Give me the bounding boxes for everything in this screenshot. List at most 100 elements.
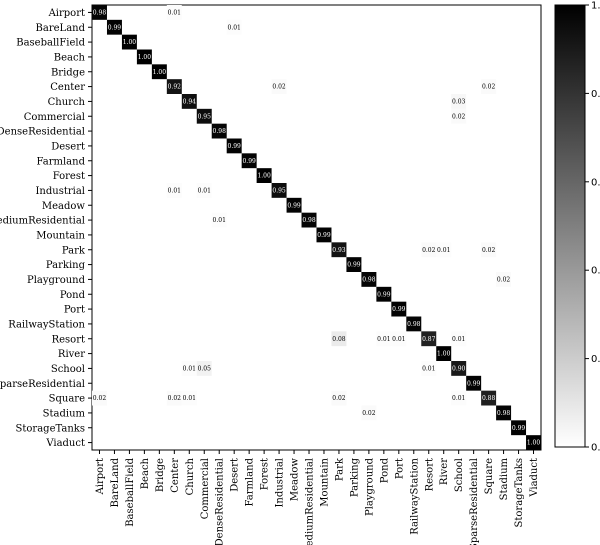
x-tick-label: MediumResidential [305,458,316,545]
colorbar-tick-label: 0.8 [591,89,600,100]
cell-value-label: 1.00 [527,440,541,447]
cell-value-label: 1.00 [153,69,167,76]
y-tick-label: Forest [53,171,85,182]
cell-value-label: 0.01 [183,365,196,372]
x-tick-label: DenseResidential [215,458,226,545]
x-tick-label: Commercial [200,458,211,519]
colorbar-tick-label: 1.0 [591,1,600,12]
y-tick-label: School [51,364,85,375]
x-tick-label: Center [170,458,181,493]
cell-value-label: 0.05 [198,365,212,372]
cell-value-label: 0.93 [332,247,346,254]
heatmap-cell [436,242,452,258]
y-tick-label: Square [49,394,85,405]
x-tick-label: Pond [379,457,390,483]
y-tick-label: Meadow [42,201,86,212]
cell-value-label: 1.00 [437,351,451,358]
cell-value-label: 0.02 [93,395,107,402]
heatmap-cell [211,212,227,228]
heatmap-cell [451,108,467,124]
heatmap-cell [526,435,541,450]
y-tick-label: BareLand [36,23,86,34]
cell-value-label: 1.00 [123,39,137,46]
heatmap-cell [361,272,377,287]
cell-value-label: 0.95 [198,113,212,120]
cell-value-label: 0.98 [213,128,227,135]
cell-value-label: 0.03 [452,98,466,105]
heatmap-cell [466,375,482,391]
heatmap-cell [271,79,287,94]
heatmap-cell [196,361,212,376]
y-tick-label: Playground [27,275,86,286]
cell-value-label: 0.02 [497,276,511,283]
heatmap-cell [166,183,182,198]
y-tick-label: Airport [48,8,85,19]
x-tick-label: Park [334,457,345,481]
cell-value-label: 0.08 [332,336,346,343]
x-tick-label: Farmland [245,457,256,506]
cell-value-label: 0.90 [452,365,466,372]
cell-value-label: 0.98 [93,9,107,16]
heatmap-cells: 0.98 0.010.99 0.011.001.001.000.92 0.02 0.02… [92,5,541,450]
y-tick-label: River [58,349,85,360]
x-tick-label: School [454,458,465,492]
x-tick-label: Bridge [155,458,166,492]
heatmap-cell [181,94,197,109]
y-tick-label: Farmland [37,156,86,167]
cell-value-label: 0.98 [497,410,511,417]
colorbar-tick-label: 0.6 [591,177,600,188]
x-tick-label: BaseballField [125,457,136,526]
cell-value-label: 0.01 [198,187,211,194]
cell-value-label: 0.01 [168,9,181,16]
cell-value-label: 0.02 [482,247,496,254]
y-tick-label: MediumResidential [0,216,85,227]
heatmap-cell [196,108,212,124]
cell-value-label: 0.02 [482,84,496,91]
cell-value-label: 0.98 [362,276,376,283]
heatmap-cell [481,390,497,406]
cell-value-label: 0.94 [183,98,197,105]
y-tick-label: DenseResidential [0,127,85,138]
x-tick-label: Airport [95,458,106,495]
heatmap-cell [271,183,287,198]
cell-value-label: 0.99 [512,425,526,432]
cell-value-label: 0.99 [467,380,481,387]
x-tick-label: StorageTanks [514,458,525,527]
cell-value-label: 0.99 [392,306,406,313]
heatmap-cell [226,138,242,154]
heatmap-cell [481,242,497,258]
cell-value-label: 0.01 [168,187,181,194]
heatmap-cell [331,242,347,258]
colorbar-tick-label: 0.2 [591,354,600,365]
y-tick-label: Pond [60,290,86,301]
cell-value-label: 0.01 [452,336,465,343]
heatmap-cell [166,79,182,94]
cell-value-label: 0.02 [452,113,466,120]
colorbar [554,4,586,448]
y-tick-label: SparseResidential [0,379,85,390]
x-tick-label: Beach [140,457,151,489]
cell-value-label: 0.01 [228,24,241,31]
heatmap-cell [331,390,347,406]
x-tick-label: Square [484,458,495,494]
cell-value-label: 0.01 [213,217,226,224]
y-tick-label: BaseballField [16,38,85,49]
heatmap-cell [451,94,467,109]
heatmap-cell [451,361,467,376]
cell-value-label: 0.01 [437,247,450,254]
x-tick-label: River [439,458,450,485]
cell-value-label: 0.99 [287,202,301,209]
y-tick-label: Industrial [35,186,85,197]
heatmap-cell [286,197,302,213]
x-tick-label: Industrial [275,458,286,508]
heatmap-cell [151,64,167,80]
cell-value-label: 0.87 [422,336,436,343]
cell-value-label: 0.99 [228,143,242,150]
x-tick-label: Port [394,458,405,479]
cell-value-label: 1.00 [257,173,271,180]
heatmap-cell [226,19,242,35]
heatmap-cell [166,390,182,406]
cell-value-label: 0.02 [422,247,436,254]
y-tick-label: Center [50,82,85,93]
heatmap-cell [436,346,452,361]
